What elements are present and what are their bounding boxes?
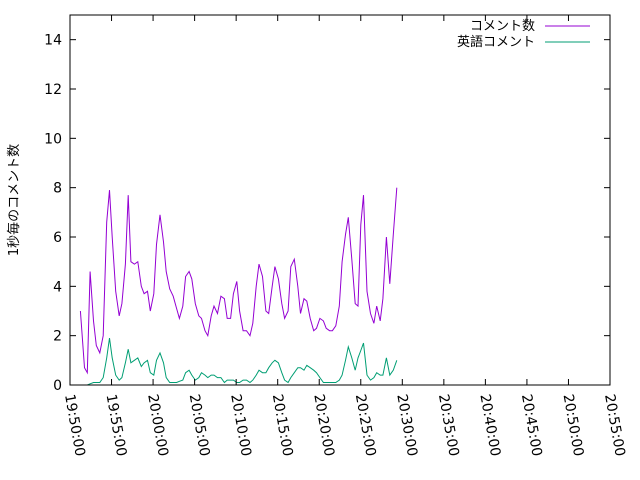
x-tick-label: 20:30:00 bbox=[393, 393, 420, 458]
x-tick-label: 20:05:00 bbox=[186, 393, 213, 458]
x-tick-label: 20:15:00 bbox=[269, 393, 296, 458]
series-line-2 bbox=[80, 338, 398, 386]
x-tick-label: 20:45:00 bbox=[518, 393, 545, 458]
x-tick-label: 20:55:00 bbox=[601, 393, 628, 458]
y-tick-label: 14 bbox=[44, 33, 62, 49]
series-line-1 bbox=[79, 187, 398, 375]
y-tick-label: 10 bbox=[44, 131, 62, 147]
x-tick-label: 20:35:00 bbox=[435, 393, 462, 458]
y-tick-label: 12 bbox=[44, 82, 62, 98]
x-tick-label: 20:25:00 bbox=[352, 393, 379, 458]
y-axis-title: 1秒毎のコメント数 bbox=[6, 144, 22, 256]
y-tick-label: 0 bbox=[53, 378, 62, 394]
y-tick-label: 2 bbox=[53, 329, 62, 345]
x-tick-label: 19:50:00 bbox=[61, 393, 88, 458]
x-tick-label: 20:40:00 bbox=[476, 393, 503, 458]
x-tick-label: 19:55:00 bbox=[103, 393, 130, 458]
y-tick-label: 8 bbox=[53, 181, 62, 197]
axes: 0 2 4 6 8 10 12 14 19:50:00 19:55:00 20:00:00 20:05… bbox=[6, 14, 628, 458]
y-tick-label: 6 bbox=[53, 230, 62, 246]
legend-label-2: 英語コメント bbox=[457, 34, 535, 50]
x-tick-label: 20:50:00 bbox=[560, 393, 587, 458]
y-tick-label: 4 bbox=[53, 279, 62, 295]
x-tick-label: 20:10:00 bbox=[227, 393, 254, 458]
x-tick-label: 20:00:00 bbox=[144, 393, 171, 458]
legend-label-1: コメント数 bbox=[470, 19, 535, 34]
x-tick-label: 20:20:00 bbox=[310, 393, 337, 458]
plot-frame bbox=[69, 14, 611, 386]
plot-area bbox=[79, 187, 398, 386]
